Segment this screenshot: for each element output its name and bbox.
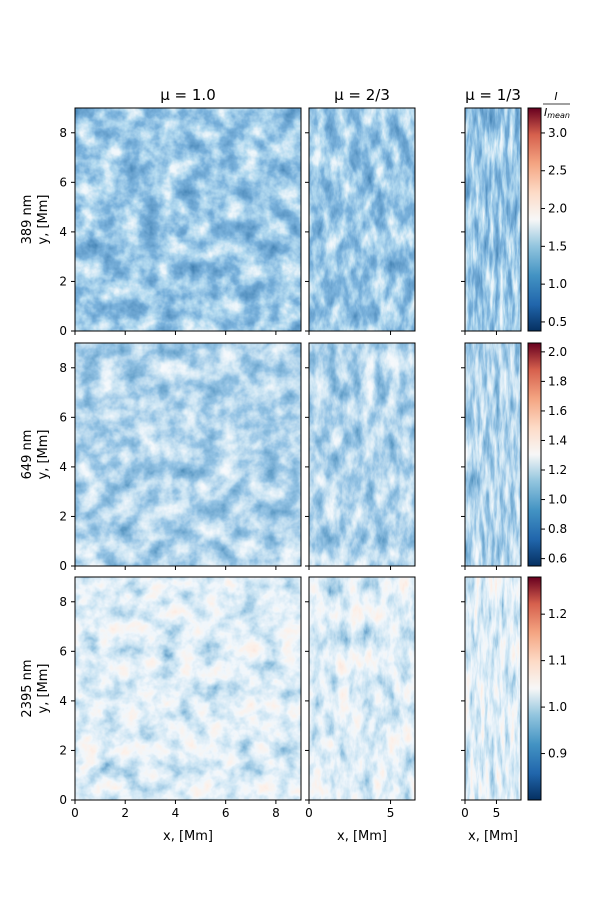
denominator-subscript: mean [547, 111, 570, 120]
row-label: 389 nm [20, 195, 35, 245]
y-axis-label: y, [Mm] [36, 430, 51, 480]
y-tick-label: 4 [59, 225, 67, 239]
colorbar-tick-label: 1.2 [548, 463, 567, 477]
x-tick-label: 0 [71, 806, 79, 820]
colorbar-tick-label: 0.6 [548, 552, 567, 566]
x-tick-label: 8 [272, 806, 280, 820]
y-tick-label: 4 [59, 460, 67, 474]
x-axis-label: x, [Mm] [337, 829, 387, 844]
colorbar-label-numerator: I [554, 90, 557, 103]
panel-frame [308, 107, 416, 332]
intensity-map [75, 577, 301, 800]
x-tick-label: 5 [493, 806, 501, 820]
y-tick-label: 6 [59, 175, 67, 189]
panel-frame [308, 576, 416, 801]
colorbar-tick-label: 1.8 [548, 374, 567, 388]
colorbar-tick-label: 1.0 [548, 277, 567, 291]
intensity-map [309, 577, 415, 800]
colorbar-label-denominator: Imean [544, 106, 570, 120]
panel-frame [74, 107, 302, 332]
x-tick-label: 5 [387, 806, 395, 820]
x-tick-label: 4 [172, 806, 180, 820]
y-tick-label: 8 [59, 361, 67, 375]
panel-frame [74, 576, 302, 801]
colorbar-tick-label: 1.1 [548, 654, 567, 668]
column-title: μ = 1.0 [160, 86, 216, 104]
colorbar-tick-label: 2.0 [548, 202, 567, 216]
x-tick-label: 2 [121, 806, 129, 820]
colorbar [527, 107, 542, 332]
colorbar-tick-label: 1.0 [548, 493, 567, 507]
colorbar-tick-label: 1.2 [548, 607, 567, 621]
x-tick-label: 6 [222, 806, 230, 820]
intensity-map [465, 343, 521, 566]
y-axis-label: y, [Mm] [36, 664, 51, 714]
y-tick-label: 0 [59, 793, 67, 807]
y-tick-label: 2 [59, 509, 67, 523]
y-tick-label: 6 [59, 410, 67, 424]
intensity-map [309, 108, 415, 331]
panel-frame [464, 107, 522, 332]
colorbar-tick-label: 2.5 [548, 164, 567, 178]
y-tick-label: 8 [59, 595, 67, 609]
panel-frame [308, 342, 416, 567]
colorbar-tick-label: 1.6 [548, 404, 567, 418]
intensity-map [465, 108, 521, 331]
row-label: 649 nm [20, 430, 35, 480]
colorbar-tick-label: 0.9 [548, 747, 567, 761]
x-tick-label: 0 [461, 806, 469, 820]
y-tick-label: 0 [59, 324, 67, 338]
colorbar-tick-label: 1.4 [548, 433, 567, 447]
y-tick-label: 2 [59, 743, 67, 757]
intensity-map [465, 577, 521, 800]
panel-frame [464, 576, 522, 801]
colorbar-tick-label: 0.8 [548, 522, 567, 536]
colorbar-tick-label: 0.5 [548, 315, 567, 329]
colorbar-tick-label: 1.0 [548, 700, 567, 714]
colorbar [527, 342, 542, 567]
denominator-base: I [544, 106, 547, 119]
intensity-map [75, 108, 301, 331]
colorbar-tick-label: 1.5 [548, 239, 567, 253]
row-label: 2395 nm [20, 659, 35, 717]
y-axis-label: y, [Mm] [36, 195, 51, 245]
panel-frame [74, 342, 302, 567]
y-tick-label: 4 [59, 694, 67, 708]
y-tick-label: 6 [59, 644, 67, 658]
column-title: μ = 2/3 [334, 86, 390, 104]
x-axis-label: x, [Mm] [468, 829, 518, 844]
intensity-map [75, 343, 301, 566]
colorbar-tick-label: 3.0 [548, 126, 567, 140]
colorbar-tick-label: 2.0 [548, 345, 567, 359]
y-tick-label: 0 [59, 559, 67, 573]
column-title: μ = 1/3 [465, 86, 521, 104]
panel-frame [464, 342, 522, 567]
y-tick-label: 8 [59, 126, 67, 140]
intensity-map [309, 343, 415, 566]
y-tick-label: 2 [59, 274, 67, 288]
x-tick-label: 0 [305, 806, 313, 820]
colorbar [527, 576, 542, 801]
x-axis-label: x, [Mm] [163, 829, 213, 844]
